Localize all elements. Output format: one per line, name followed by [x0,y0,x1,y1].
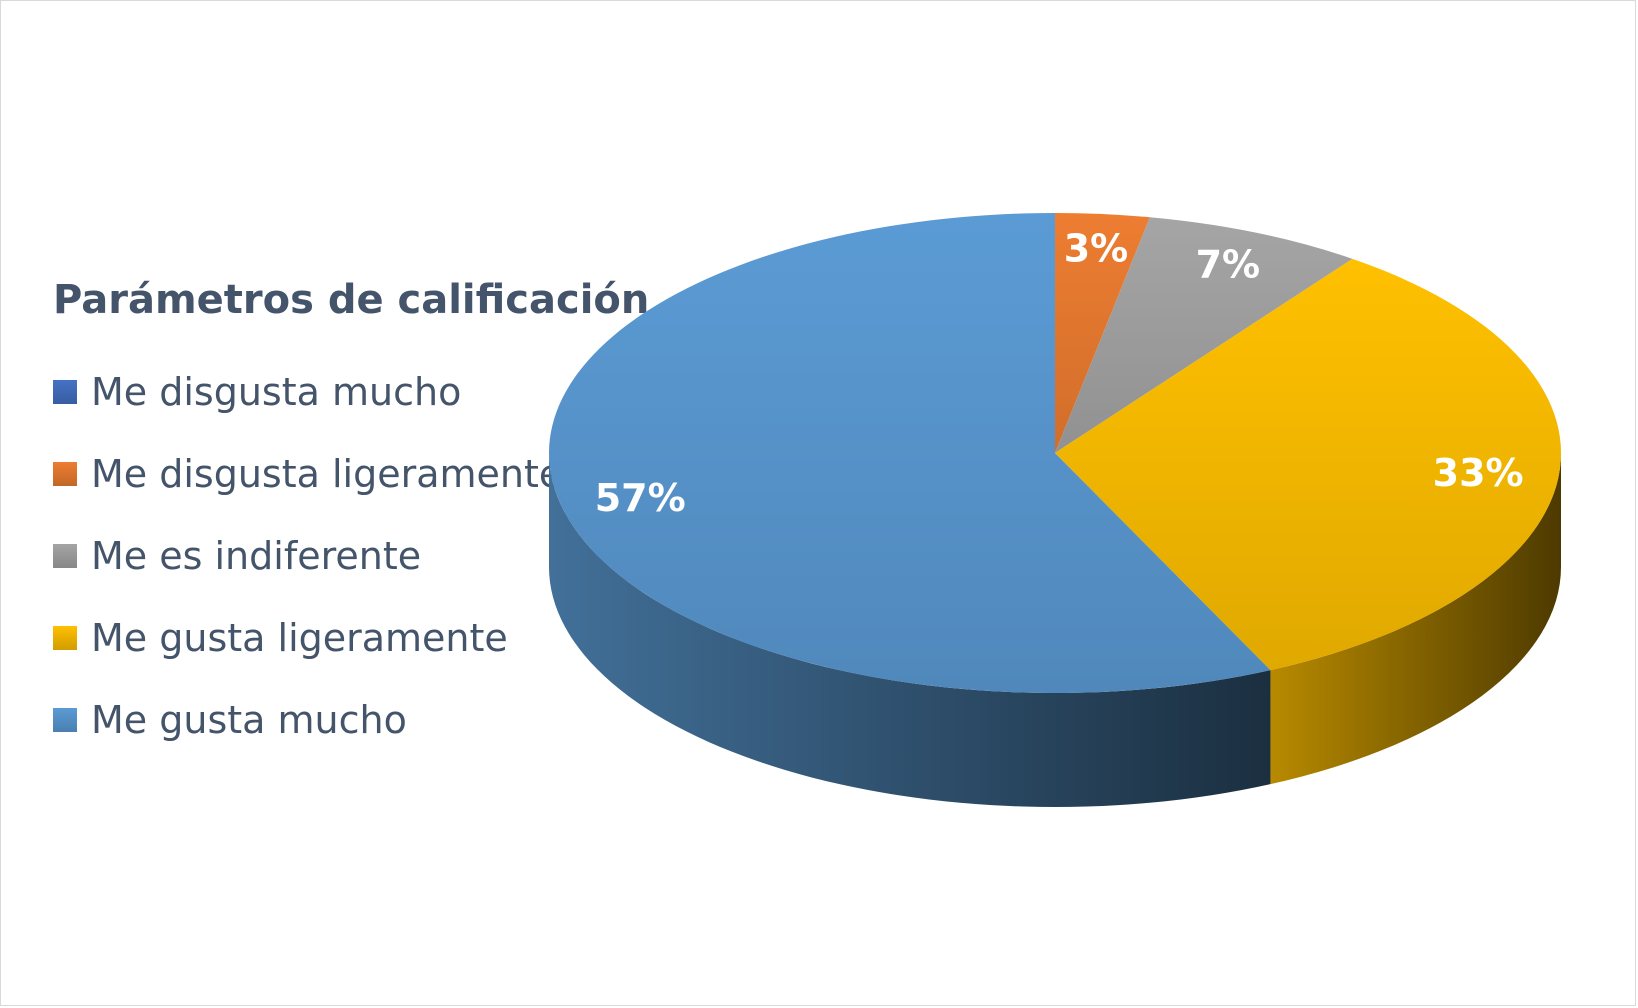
legend-label: Me gusta mucho [91,698,407,742]
legend-swatch-me-disgusta-mucho [53,380,77,404]
pie-side-me-gusta-mucho [549,453,1271,808]
legend-swatch-me-disgusta-ligeramente [53,462,77,486]
legend: Parámetros de calificación Me disgusta m… [53,277,649,761]
pie-slice-me-gusta-mucho [549,213,1271,694]
legend-item-me-disgusta-ligeramente: Me disgusta ligeramente [53,433,649,515]
legend-swatch-me-es-indiferente [53,544,77,568]
legend-label: Me gusta ligeramente [91,616,508,660]
legend-label: Me disgusta ligeramente [91,452,563,496]
legend-label: Me disgusta mucho [91,370,462,414]
legend-swatch-me-gusta-mucho [53,708,77,732]
legend-item-me-disgusta-mucho: Me disgusta mucho [53,351,649,433]
pie-slice-me-gusta-ligeramente [1055,258,1562,671]
pie-sides [549,453,1561,808]
pie-slice-me-es-indiferente [1055,217,1353,453]
legend-label: Me es indiferente [91,534,422,578]
data-label-me-es-indiferente: 7% [1196,243,1261,287]
data-label-me-disgusta-ligeramente: 3% [1064,227,1129,271]
pie-slices [549,213,1562,694]
legend-swatch-me-gusta-ligeramente [53,626,77,650]
legend-item-me-gusta-ligeramente: Me gusta ligeramente [53,597,649,679]
data-label-me-gusta-ligeramente: 33% [1433,451,1524,495]
pie-slice-me-disgusta-ligeramente [1055,213,1150,453]
pie-data-labels: 3% 7% 33% 57% [595,227,1524,520]
pie-side-me-gusta-ligeramente [1270,453,1561,785]
legend-item-me-es-indiferente: Me es indiferente [53,515,649,597]
legend-title: Parámetros de calificación [53,277,650,323]
legend-item-me-gusta-mucho: Me gusta mucho [53,679,649,761]
data-label-me-gusta-mucho: 57% [595,476,686,520]
